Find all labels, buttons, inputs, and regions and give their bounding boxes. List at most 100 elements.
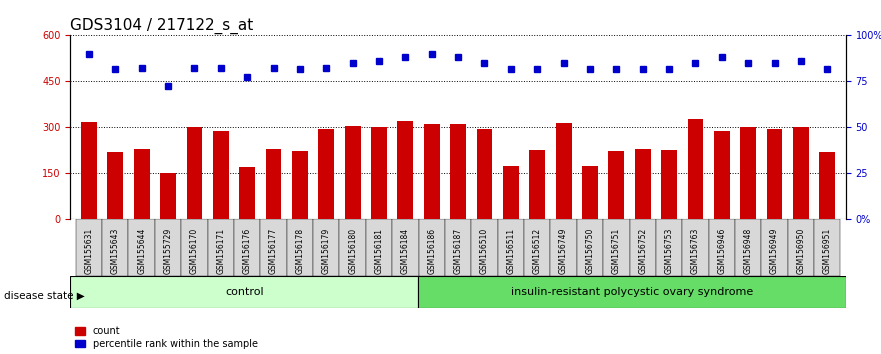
- Text: GSM155729: GSM155729: [164, 228, 173, 274]
- FancyBboxPatch shape: [630, 219, 655, 276]
- FancyBboxPatch shape: [814, 219, 840, 276]
- Text: GSM156170: GSM156170: [190, 219, 199, 266]
- Text: GSM156180: GSM156180: [348, 219, 357, 266]
- FancyBboxPatch shape: [129, 219, 155, 276]
- Text: GSM156950: GSM156950: [796, 228, 805, 274]
- Text: GSM156181: GSM156181: [374, 228, 383, 274]
- FancyBboxPatch shape: [655, 219, 682, 276]
- FancyBboxPatch shape: [603, 219, 630, 276]
- Text: GSM156176: GSM156176: [242, 228, 252, 274]
- FancyBboxPatch shape: [208, 219, 234, 276]
- Text: GSM156951: GSM156951: [823, 219, 832, 266]
- FancyBboxPatch shape: [498, 219, 524, 276]
- Text: GSM155729: GSM155729: [164, 219, 173, 266]
- FancyBboxPatch shape: [418, 276, 846, 308]
- FancyBboxPatch shape: [445, 219, 471, 276]
- Text: GSM156187: GSM156187: [454, 219, 463, 266]
- FancyBboxPatch shape: [735, 219, 761, 276]
- Text: GSM156946: GSM156946: [717, 219, 726, 266]
- Bar: [107, 152, 123, 219]
- Bar: [661, 149, 677, 219]
- Text: GDS3104 / 217122_s_at: GDS3104 / 217122_s_at: [70, 18, 254, 34]
- Bar: [187, 127, 203, 219]
- FancyBboxPatch shape: [313, 219, 339, 276]
- Text: GSM156179: GSM156179: [322, 219, 330, 266]
- Text: disease state ▶: disease state ▶: [4, 291, 85, 301]
- Bar: [450, 124, 466, 219]
- Bar: [318, 129, 334, 219]
- Text: GSM156949: GSM156949: [770, 228, 779, 274]
- Bar: [740, 127, 756, 219]
- Text: GSM155644: GSM155644: [137, 219, 146, 266]
- Text: GSM156171: GSM156171: [217, 228, 226, 274]
- Text: GSM156763: GSM156763: [691, 228, 700, 274]
- FancyBboxPatch shape: [76, 219, 102, 276]
- FancyBboxPatch shape: [339, 219, 366, 276]
- Bar: [609, 152, 625, 219]
- Text: GSM156180: GSM156180: [348, 228, 357, 274]
- Text: GSM156749: GSM156749: [559, 219, 568, 266]
- Text: GSM156753: GSM156753: [664, 219, 674, 266]
- Text: GSM156170: GSM156170: [190, 228, 199, 274]
- Bar: [556, 123, 572, 219]
- FancyBboxPatch shape: [524, 219, 551, 276]
- FancyBboxPatch shape: [286, 219, 313, 276]
- Text: GSM156750: GSM156750: [586, 219, 595, 266]
- Text: GSM156749: GSM156749: [559, 228, 568, 274]
- Bar: [160, 173, 176, 219]
- FancyBboxPatch shape: [551, 219, 577, 276]
- Text: GSM156763: GSM156763: [691, 219, 700, 266]
- FancyBboxPatch shape: [471, 219, 498, 276]
- FancyBboxPatch shape: [761, 219, 788, 276]
- Text: GSM156177: GSM156177: [269, 219, 278, 266]
- Bar: [81, 122, 97, 219]
- FancyBboxPatch shape: [682, 219, 708, 276]
- FancyBboxPatch shape: [155, 219, 181, 276]
- Text: GSM156187: GSM156187: [454, 228, 463, 274]
- Text: GSM156178: GSM156178: [295, 228, 305, 274]
- Text: GSM156951: GSM156951: [823, 228, 832, 274]
- Bar: [766, 129, 782, 219]
- Text: GSM156948: GSM156948: [744, 219, 752, 266]
- Bar: [424, 124, 440, 219]
- Text: GSM156752: GSM156752: [638, 228, 648, 274]
- Bar: [240, 167, 255, 219]
- Text: control: control: [225, 287, 263, 297]
- Text: GSM156946: GSM156946: [717, 228, 726, 274]
- Text: GSM156948: GSM156948: [744, 228, 752, 274]
- FancyBboxPatch shape: [577, 219, 603, 276]
- Bar: [477, 129, 492, 219]
- Text: GSM156752: GSM156752: [638, 219, 648, 266]
- Bar: [134, 149, 150, 219]
- Text: GSM156177: GSM156177: [269, 228, 278, 274]
- Bar: [819, 152, 835, 219]
- Text: GSM156510: GSM156510: [480, 219, 489, 266]
- Bar: [213, 131, 229, 219]
- FancyBboxPatch shape: [261, 219, 286, 276]
- Text: GSM156181: GSM156181: [374, 219, 383, 266]
- Text: GSM156949: GSM156949: [770, 219, 779, 266]
- Text: GSM156751: GSM156751: [611, 219, 621, 266]
- Text: GSM156184: GSM156184: [401, 219, 410, 266]
- FancyBboxPatch shape: [366, 219, 392, 276]
- Text: GSM156510: GSM156510: [480, 228, 489, 274]
- Bar: [529, 149, 545, 219]
- FancyBboxPatch shape: [418, 219, 445, 276]
- Bar: [635, 149, 651, 219]
- Text: GSM156512: GSM156512: [533, 219, 542, 266]
- Text: insulin-resistant polycystic ovary syndrome: insulin-resistant polycystic ovary syndr…: [511, 287, 753, 297]
- Text: GSM155643: GSM155643: [111, 228, 120, 274]
- Text: GSM156186: GSM156186: [427, 228, 436, 274]
- Text: GSM156179: GSM156179: [322, 228, 330, 274]
- Bar: [793, 127, 809, 219]
- Text: GSM156512: GSM156512: [533, 228, 542, 274]
- Text: GSM156178: GSM156178: [295, 219, 305, 266]
- Bar: [265, 149, 281, 219]
- Text: GSM155643: GSM155643: [111, 219, 120, 266]
- Bar: [292, 152, 307, 219]
- Legend: count, percentile rank within the sample: count, percentile rank within the sample: [76, 326, 258, 349]
- Text: GSM156511: GSM156511: [507, 219, 515, 266]
- Bar: [397, 121, 413, 219]
- Bar: [687, 119, 703, 219]
- FancyBboxPatch shape: [102, 219, 129, 276]
